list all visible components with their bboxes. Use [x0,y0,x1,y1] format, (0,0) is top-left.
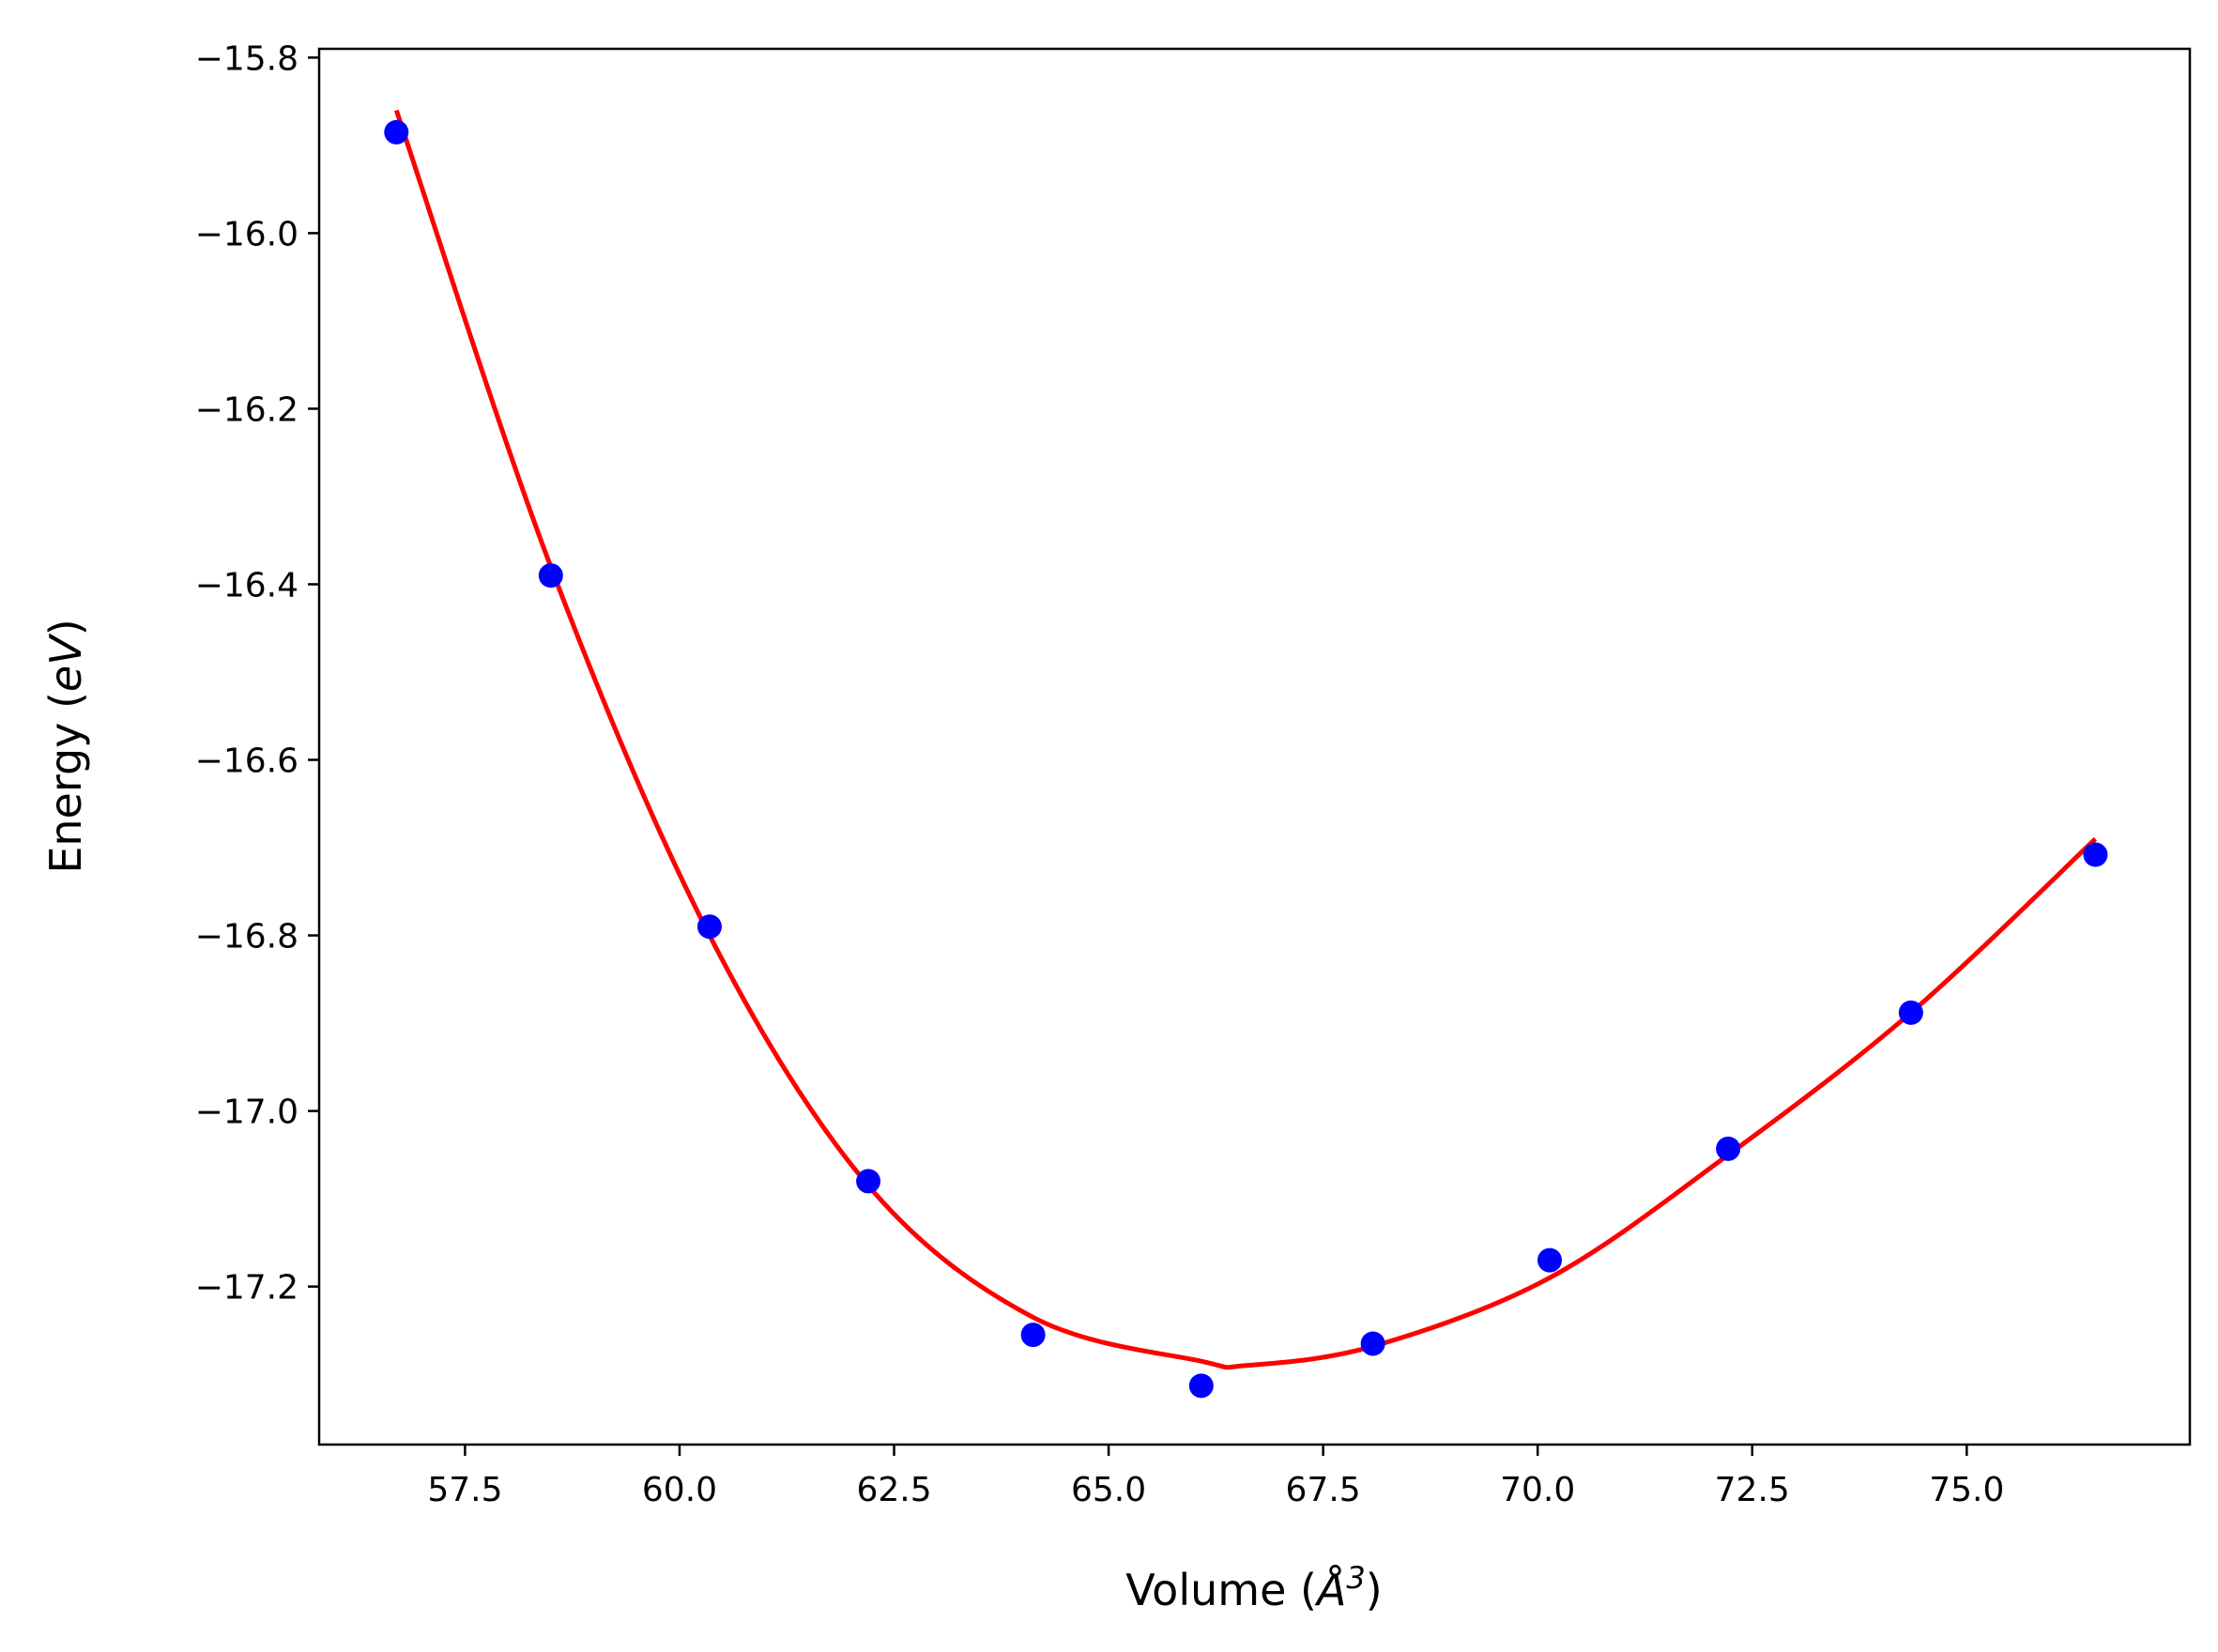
y-tick-label: −15.8 [195,39,298,78]
data-point [1020,1323,1046,1348]
data-point [384,119,409,145]
x-tick-label: 60.0 [642,1471,717,1509]
x-tick-label: 75.0 [1929,1471,2004,1509]
y-tick-label: −16.2 [195,390,298,429]
y-axis-label-suffix: ) [40,619,91,635]
x-axis-ticks: 57.5 60.0 62.5 65.0 67.5 70.0 72.5 75.0 [427,1445,2004,1509]
y-tick-label: −16.0 [195,215,298,253]
y-tick-label: −17.2 [195,1269,298,1308]
data-point [1716,1136,1741,1161]
plot-layer [384,109,2108,1399]
x-tick-label: 65.0 [1071,1471,1146,1509]
y-tick-label: −16.8 [195,918,298,956]
data-point [1360,1331,1385,1356]
x-tick-label: 72.5 [1715,1471,1790,1509]
x-tick-label: 57.5 [427,1471,502,1509]
x-axis-label-suffix: ) [1366,1565,1383,1615]
x-tick-label: 70.0 [1500,1471,1575,1509]
x-axis-label-symbol: Å [1314,1565,1346,1615]
data-point [538,563,563,589]
data-point [1537,1247,1562,1273]
data-point [1188,1373,1214,1399]
data-point [696,914,722,940]
x-axis-label: Volume (Å3) [1125,1560,1382,1615]
x-tick-label: 67.5 [1286,1471,1361,1509]
x-axis-label-prefix: Volume ( [1125,1565,1317,1615]
y-axis-label-unit: eV [40,633,91,692]
plot-frame [317,47,2192,1446]
data-point [2083,842,2108,867]
y-axis-label-prefix: Energy ( [40,692,91,874]
y-axis-label: Energy (eV) [40,619,91,873]
y-tick-label: −16.4 [195,566,298,604]
fit-curve [393,109,2098,1370]
y-tick-label: −17.0 [195,1094,298,1132]
y-axis-ticks: −15.8 −16.0 −16.2 −16.4 −16.6 −16.8 −17.0 −17.2 [195,39,319,1308]
data-point [1898,1000,1923,1025]
y-tick-label: −16.6 [195,742,298,781]
x-axis-label-sup: 3 [1346,1560,1365,1596]
x-tick-label: 62.5 [856,1471,931,1509]
data-point [856,1169,881,1194]
